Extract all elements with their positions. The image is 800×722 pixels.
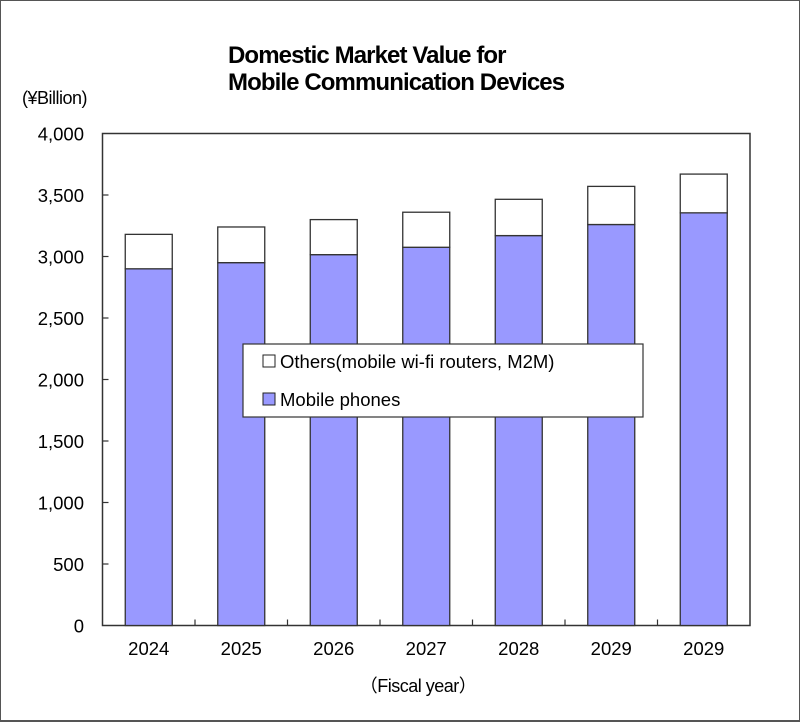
x-tick-label: 2024 (128, 638, 169, 659)
legend-swatch-others (262, 354, 276, 368)
y-tick-label: 1,000 (38, 493, 84, 514)
x-tick-label: 2029 (683, 638, 724, 659)
bar-others (402, 211, 451, 248)
legend: Others(mobile wi-fi routers, M2M) Mobile… (242, 343, 644, 418)
y-tick-label: 3,000 (38, 247, 84, 268)
bar-mobile-phones (587, 223, 636, 627)
bar-others (494, 198, 543, 237)
bar-mobile-phones (679, 212, 728, 627)
y-tick-label: 3,500 (38, 185, 84, 206)
x-tick-label: 2026 (313, 638, 354, 659)
x-tick-label: 2027 (406, 638, 447, 659)
bar-mobile-phones (494, 234, 543, 627)
legend-label-others: Others(mobile wi-fi routers, M2M) (280, 351, 554, 372)
x-axis-label: （Fiscal year） (360, 676, 477, 696)
chart-title-line-1: Domestic Market Value for (228, 42, 506, 69)
y-tick-label: 2,000 (38, 370, 84, 391)
x-tick-label: 2025 (221, 638, 262, 659)
y-tick-label: 500 (53, 554, 84, 575)
y-axis-unit-label: (¥Billion) (22, 88, 87, 108)
bar-others (217, 226, 266, 264)
bar-others (679, 173, 728, 214)
plot-area (101, 132, 751, 627)
bar-mobile-phones (309, 254, 358, 627)
legend-swatch-mobile-phones (262, 392, 276, 406)
legend-box (242, 343, 644, 418)
x-axis: 2024 2025 2026 2027 2028 2029 2029 (128, 619, 724, 659)
bar-mobile-phones (402, 246, 451, 627)
legend-label-mobile-phones: Mobile phones (280, 389, 400, 410)
y-tick-label: 1,500 (38, 431, 84, 452)
y-tick-label: 2,500 (38, 308, 84, 329)
chart-title-line-2: Mobile Communication Devices (228, 69, 565, 96)
bar-others (587, 185, 636, 226)
bar-mobile-phones (217, 261, 266, 627)
bar-others (124, 233, 173, 270)
y-tick-label: 0 (74, 616, 84, 637)
x-tick-label: 2028 (498, 638, 539, 659)
y-tick-label: 4,000 (38, 124, 84, 145)
bar-mobile-phones (124, 268, 173, 627)
bar-others (309, 218, 358, 256)
x-tick-label: 2029 (591, 638, 632, 659)
y-axis: 0 500 1,000 1,500 2,000 2,500 3,000 3,500 4,000 (38, 124, 109, 637)
